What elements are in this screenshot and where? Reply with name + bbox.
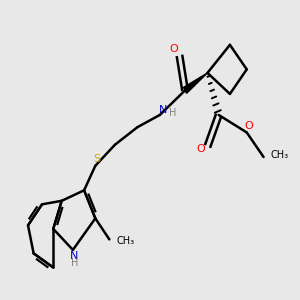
Text: S: S [93, 154, 100, 164]
Text: H: H [169, 108, 176, 118]
Text: H: H [70, 258, 78, 268]
Text: O: O [244, 121, 253, 131]
Polygon shape [184, 73, 208, 93]
Text: CH₃: CH₃ [116, 236, 134, 246]
Text: N: N [158, 105, 167, 115]
Text: O: O [169, 44, 178, 54]
Text: N: N [70, 251, 79, 261]
Text: CH₃: CH₃ [271, 150, 289, 160]
Text: O: O [196, 144, 205, 154]
